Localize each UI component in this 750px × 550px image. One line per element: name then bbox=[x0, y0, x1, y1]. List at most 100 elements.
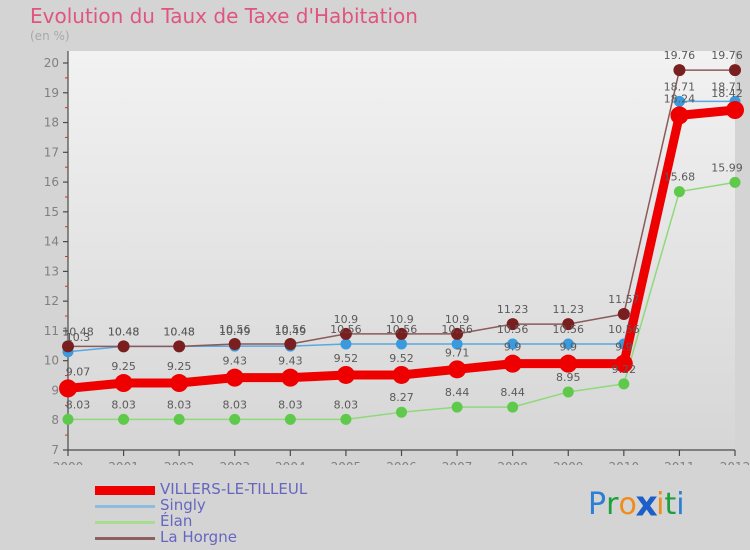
y-axis-tick-label: 16 bbox=[44, 175, 59, 189]
data-point[interactable] bbox=[225, 368, 244, 387]
data-point[interactable] bbox=[340, 338, 352, 350]
data-point-label: 9.71 bbox=[445, 346, 470, 359]
data-point[interactable] bbox=[618, 378, 630, 390]
logo-letter: x bbox=[635, 484, 658, 525]
data-point-label: 11.57 bbox=[608, 293, 640, 306]
data-point-label: 10.56 bbox=[441, 323, 473, 336]
data-point[interactable] bbox=[170, 374, 189, 393]
data-point[interactable] bbox=[617, 307, 630, 320]
data-point-label: 10.56 bbox=[275, 323, 307, 336]
y-axis-tick-label: 18 bbox=[44, 116, 59, 130]
data-point[interactable] bbox=[396, 338, 407, 350]
data-point-label: 18.42 bbox=[711, 87, 743, 100]
y-axis-ticks: 7 8 9 10 11 12 13 14 15 16 17 18 19 20 bbox=[44, 56, 68, 457]
logo-letter: P bbox=[588, 487, 607, 522]
data-point-label: 9.22 bbox=[612, 363, 637, 376]
data-point[interactable] bbox=[673, 186, 685, 198]
legend-item[interactable]: Élan bbox=[95, 512, 425, 531]
data-point[interactable] bbox=[562, 318, 575, 331]
data-point[interactable] bbox=[507, 401, 519, 413]
x-axis-tick-label: 2002 bbox=[164, 460, 195, 465]
data-point-label: 9.9 bbox=[560, 341, 578, 354]
logo-letter: t bbox=[664, 487, 677, 522]
data-point[interactable] bbox=[173, 340, 186, 353]
data-point[interactable] bbox=[114, 374, 133, 393]
data-point[interactable] bbox=[673, 64, 686, 77]
data-point[interactable] bbox=[340, 413, 352, 425]
data-point-label: 9.25 bbox=[167, 360, 192, 373]
data-point-label: 9.07 bbox=[66, 365, 91, 378]
x-axis-tick-label: 2009 bbox=[553, 460, 584, 465]
data-point-label: 15.68 bbox=[664, 171, 696, 184]
data-point-label: 10.56 bbox=[553, 323, 585, 336]
data-point-label: 8.03 bbox=[278, 398, 303, 411]
data-point[interactable] bbox=[451, 327, 464, 340]
y-axis-tick-label: 9 bbox=[51, 383, 59, 397]
data-point[interactable] bbox=[451, 401, 463, 413]
x-axis-tick-label: 2011 bbox=[664, 460, 695, 465]
legend-item[interactable]: La Horgne bbox=[95, 529, 425, 547]
x-axis-tick-label: 2012 bbox=[720, 460, 750, 465]
data-point[interactable] bbox=[673, 95, 685, 107]
data-point[interactable] bbox=[284, 413, 296, 425]
data-point-label: 18.24 bbox=[664, 92, 696, 105]
x-axis-tick-label: 2008 bbox=[497, 460, 528, 465]
data-point[interactable] bbox=[62, 340, 74, 353]
data-point[interactable] bbox=[506, 318, 519, 331]
data-point-label: 10.56 bbox=[497, 323, 529, 336]
data-point[interactable] bbox=[117, 340, 130, 353]
y-axis-tick-label: 12 bbox=[44, 294, 59, 308]
data-point[interactable] bbox=[726, 101, 744, 120]
chart-legend: VILLERS-LE-TILLEUL Singly Élan La Horgne bbox=[95, 481, 425, 547]
data-point[interactable] bbox=[336, 365, 355, 384]
data-point[interactable] bbox=[448, 360, 467, 379]
data-point[interactable] bbox=[118, 413, 130, 425]
data-point[interactable] bbox=[59, 379, 77, 398]
data-point[interactable] bbox=[396, 406, 407, 418]
data-point[interactable] bbox=[559, 354, 578, 373]
data-point[interactable] bbox=[670, 106, 689, 125]
legend-item[interactable]: Singly bbox=[95, 496, 425, 515]
data-point[interactable] bbox=[614, 354, 633, 373]
page-subtitle: (en %) bbox=[30, 29, 70, 43]
data-point[interactable] bbox=[507, 338, 519, 350]
data-point[interactable] bbox=[451, 338, 463, 350]
data-point[interactable] bbox=[729, 64, 741, 77]
data-point[interactable] bbox=[173, 413, 185, 425]
data-point[interactable] bbox=[281, 368, 300, 387]
legend-swatch bbox=[95, 537, 155, 540]
data-point[interactable] bbox=[62, 413, 74, 425]
data-point-label: 10.56 bbox=[608, 323, 640, 336]
data-point-label: 10.9 bbox=[389, 313, 414, 326]
legend-swatch bbox=[95, 505, 155, 508]
data-point-label: 10.56 bbox=[386, 323, 418, 336]
data-point[interactable] bbox=[562, 386, 574, 398]
data-point[interactable] bbox=[229, 413, 241, 425]
data-point[interactable] bbox=[562, 338, 574, 350]
proxiti-logo[interactable]: Proxiti bbox=[588, 484, 685, 525]
legend-label: Élan bbox=[160, 512, 193, 530]
legend-label: Singly bbox=[160, 496, 206, 514]
y-axis-tick-label: 10 bbox=[44, 354, 59, 368]
data-point-label: 10.48 bbox=[163, 325, 195, 338]
plot-background bbox=[68, 51, 735, 450]
data-point[interactable] bbox=[729, 176, 741, 188]
data-point[interactable] bbox=[395, 327, 408, 340]
x-axis-tick-label: 2005 bbox=[331, 460, 362, 465]
y-axis-tick-label: 7 bbox=[51, 443, 59, 457]
data-point[interactable] bbox=[503, 354, 522, 373]
series--lan bbox=[62, 176, 741, 425]
data-point[interactable] bbox=[339, 327, 352, 340]
data-point-labels: 8.03 8.03 8.03 8.03 8.03 8.03 8.27 8.44 8.44 8.95… bbox=[62, 49, 743, 411]
logo-letter: o bbox=[618, 487, 637, 522]
data-point[interactable] bbox=[392, 365, 411, 384]
data-point[interactable] bbox=[284, 338, 297, 351]
data-point-label: 11.23 bbox=[497, 303, 529, 316]
data-point-label: 10.3 bbox=[66, 331, 91, 344]
data-point-label: 18.71 bbox=[711, 80, 743, 93]
data-point[interactable] bbox=[228, 338, 241, 351]
data-point-label: 8.03 bbox=[334, 398, 359, 411]
x-axis-tick-label: 2003 bbox=[219, 460, 250, 465]
legend-item[interactable]: VILLERS-LE-TILLEUL bbox=[95, 481, 425, 499]
